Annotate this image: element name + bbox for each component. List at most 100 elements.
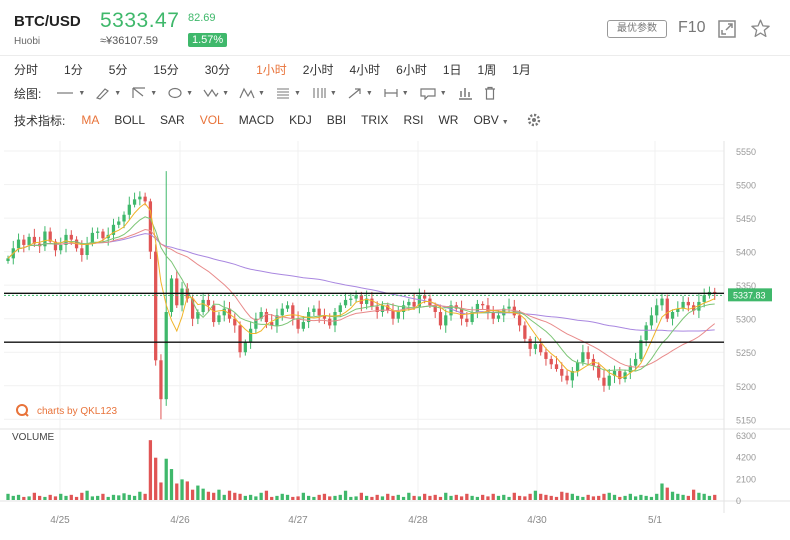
volume-bar [190,489,195,500]
candle-body [270,322,274,326]
circle-tool[interactable]: ▼ [167,86,193,100]
candle-body [375,306,379,312]
volume-bar [148,440,153,500]
volume-bar [380,496,385,500]
favorite-star-icon[interactable] [750,18,771,39]
candle-body [412,301,416,307]
measure-tool[interactable]: ▼ [383,86,409,100]
candle-body [639,340,643,359]
price-chart[interactable]: 5150 5200 5250 5300 5350 5400 5450 5500 5550 5337… [0,133,790,540]
volume-bar [486,496,490,500]
arrow-tool[interactable]: ▼ [347,86,373,100]
volume-bar [438,496,443,500]
interval-9[interactable]: 1日 [442,62,462,77]
pattern-tool[interactable]: ▼ [239,86,265,100]
indicator-macd[interactable]: MACD [238,113,275,127]
candle-body [85,243,89,255]
candle-body [444,315,448,326]
volume-bar [296,496,300,500]
interval-4[interactable]: 30分 [204,62,231,77]
indicator-ma[interactable]: MA [81,113,100,127]
volume-bar [169,469,174,500]
line-icon [57,92,74,94]
candle-body [359,295,363,304]
indicator-vol[interactable]: VOL [199,113,224,127]
indicator-sar[interactable]: SAR [160,113,185,127]
price-tick-label: 5550 [736,147,756,157]
interval-7[interactable]: 4小时 [349,62,381,77]
volume-bar [565,492,569,500]
volume-bar [628,493,632,500]
candle-body [396,312,400,319]
volume-bar [275,495,279,500]
interval-2[interactable]: 5分 [108,62,128,77]
expand-icon[interactable] [717,19,737,39]
volume-bar [591,496,596,500]
volume-bar [270,496,274,500]
interval-10[interactable]: 1周 [477,62,497,77]
volume-bar [322,493,327,500]
candle-body [349,298,353,300]
indicator-wr[interactable]: WR [438,113,459,127]
gear-icon[interactable] [526,112,542,128]
candle-body [201,299,205,312]
candle-body [169,278,174,312]
candle-body [122,214,126,222]
candle-body [670,312,675,319]
wave-icon [203,88,219,98]
x-axis-label: 4/30 [527,515,547,526]
indicator-rsi[interactable]: RSI [403,113,424,127]
volume-bar [201,488,205,500]
ray-tool[interactable]: ▼ [131,86,157,100]
f10-button[interactable]: F10 [678,19,706,36]
indicator-kdj[interactable]: KDJ [289,113,312,127]
volume-bar [43,496,47,500]
interval-5[interactable]: 1小时 [256,62,287,77]
indicator-bbi[interactable]: BBI [326,113,347,127]
volume-bar [401,496,406,500]
volume-bar [412,495,416,500]
chart-svg[interactable]: 5150 5200 5250 5300 5350 5400 5450 5500 5550 5337… [0,133,790,540]
indicator-obv[interactable]: OBV ▼ [473,113,509,127]
drawing-toolbar: 绘图: ▼ ▼ ▼ ▼ ▼ ▼ ▼ ▼ ▼ ▼ ▼ [14,82,507,104]
volume-bar [206,491,211,500]
volume-bar [259,492,263,500]
candle-body [665,298,669,319]
bars-tool[interactable] [457,86,473,100]
x-axis-label: 4/27 [288,515,308,526]
x-axis-label: 4/25 [50,515,70,526]
candle-body [148,201,153,252]
wave-tool[interactable]: ▼ [203,86,229,100]
indicator-boll[interactable]: BOLL [114,113,146,127]
volume-bar [681,494,685,500]
line-tool[interactable]: ▼ [55,87,85,99]
comment-tool[interactable]: ▼ [419,86,447,100]
volume-bar [333,495,337,500]
fib-tool[interactable]: ▼ [275,86,301,100]
candle-body [164,312,168,400]
interval-8[interactable]: 6小时 [396,62,427,77]
trash-tool[interactable] [483,86,497,100]
interval-11[interactable]: 1月 [512,62,531,77]
price-tick-label: 5500 [736,181,756,191]
candle-body [507,306,511,309]
interval-6[interactable]: 2小时 [302,62,334,77]
volume-bar [175,483,179,500]
interval-1[interactable]: 1分 [64,62,83,77]
candle-body [291,305,295,319]
candle-body [222,308,226,316]
interval-3[interactable]: 15分 [153,62,179,77]
pencil-tool[interactable]: ▼ [95,86,121,100]
volume-bar [481,494,485,500]
indicators-label: 技术指标: [14,113,66,128]
volume-bar [317,494,321,500]
volume-tick-label: 6300 [736,431,756,441]
interval-0[interactable]: 分时 [14,62,39,77]
volume-bar [517,495,522,500]
candle-body [401,305,406,312]
gann-tool[interactable]: ▼ [311,86,337,100]
best-params-button[interactable]: 最优参数 [607,20,667,38]
obv-dropdown-caret[interactable]: ▼ [501,119,509,126]
volume-bar [16,494,21,500]
indicator-trix[interactable]: TRIX [361,113,389,127]
